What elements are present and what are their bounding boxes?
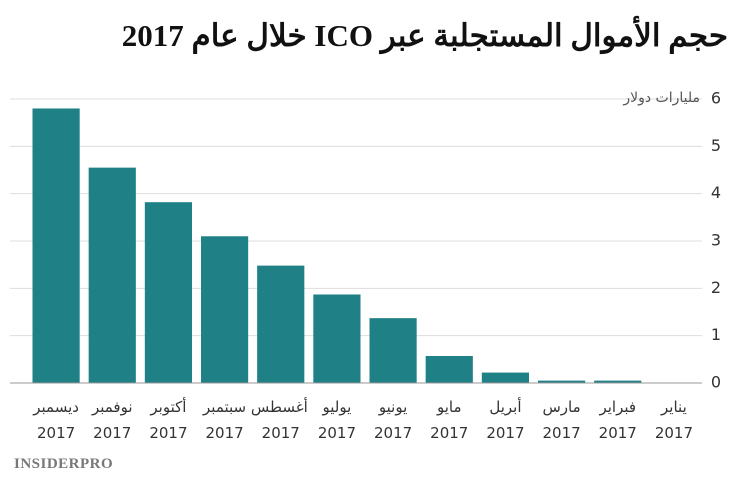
x-tick-label: ديسمبر 2017 bbox=[33, 398, 79, 442]
x-tick-label: أغسطس 2017 bbox=[250, 398, 308, 442]
bar bbox=[313, 294, 361, 383]
y-tick-label: 1 bbox=[711, 325, 721, 344]
bar bbox=[537, 380, 586, 383]
bar bbox=[200, 236, 249, 383]
y-tick-label: 2 bbox=[711, 278, 721, 297]
x-tick-label: نوفمبر 2017 bbox=[91, 398, 133, 442]
chart-title: حجم الأموال المستجلبة عبر ICO خلال عام 2… bbox=[121, 18, 728, 53]
bar bbox=[32, 108, 80, 383]
x-tick-label: سبتمبر 2017 bbox=[203, 398, 247, 442]
y-tick-label: 0 bbox=[711, 373, 721, 392]
bar bbox=[257, 265, 305, 383]
x-tick-label: يونيو 2017 bbox=[373, 398, 413, 442]
bar bbox=[369, 318, 417, 383]
bar bbox=[144, 202, 193, 383]
y-tick-label: 5 bbox=[711, 136, 721, 155]
bar bbox=[425, 356, 473, 383]
x-tick-label: مايو 2017 bbox=[430, 398, 469, 442]
bar bbox=[88, 167, 136, 383]
y-tick-label: 3 bbox=[711, 231, 721, 250]
y-tick-label: 4 bbox=[711, 183, 721, 202]
x-tick-label: يناير 2017 bbox=[654, 398, 693, 442]
y-tick-label: 6 bbox=[711, 89, 721, 108]
bar bbox=[594, 380, 642, 383]
bar bbox=[481, 372, 530, 383]
x-tick-label: أكتوبر 2017 bbox=[149, 398, 188, 442]
x-tick-label: يوليو 2017 bbox=[317, 398, 356, 442]
x-tick-label: مارس 2017 bbox=[542, 398, 581, 442]
logo: INSIDERPRO bbox=[14, 456, 114, 472]
x-tick-label: أبريل 2017 bbox=[486, 398, 525, 442]
y-axis-label: مليارات دولار bbox=[623, 90, 700, 106]
x-tick-label: فبراير 2017 bbox=[598, 398, 637, 442]
